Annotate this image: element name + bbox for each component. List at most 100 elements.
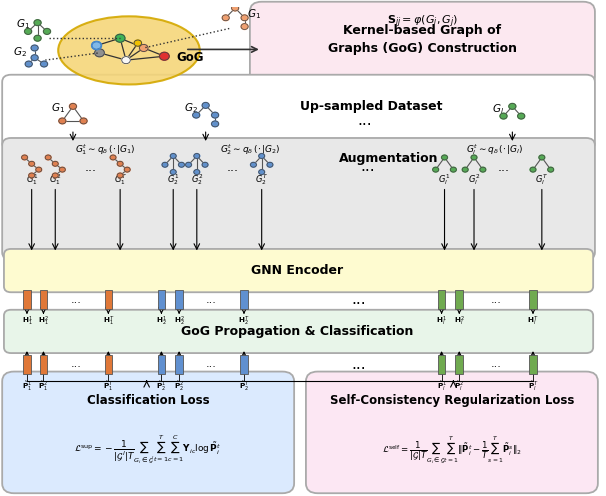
Circle shape [52, 161, 58, 166]
Bar [438, 290, 445, 310]
Text: $\tilde{\mathbf{P}}_l^1$: $\tilde{\mathbf{P}}_l^1$ [436, 380, 447, 393]
Bar [456, 290, 463, 310]
Text: $\mathbf{H}_2^1$: $\mathbf{H}_2^1$ [156, 315, 167, 328]
Text: $\mathbf{H}_2^2$: $\mathbf{H}_2^2$ [174, 315, 184, 328]
Text: $\mathbf{H}_1^2$: $\mathbf{H}_1^2$ [38, 315, 49, 328]
Circle shape [28, 161, 35, 166]
Text: $G_1$: $G_1$ [51, 101, 65, 115]
Circle shape [59, 118, 66, 124]
Circle shape [25, 28, 32, 34]
Circle shape [34, 20, 41, 26]
Text: $\mathcal{L}^{\mathrm{self}} = \dfrac{1}{|\mathcal{G}|T}\sum_{G_i \in \mathcal{G: $\mathcal{L}^{\mathrm{self}} = \dfrac{1}… [382, 434, 522, 465]
Text: $G_l^t \sim q_\delta\,(\cdot\,|G_l)$: $G_l^t \sim q_\delta\,(\cdot\,|G_l)$ [466, 142, 524, 157]
Text: $\tilde{\mathbf{P}}_1^T$: $\tilde{\mathbf{P}}_1^T$ [103, 380, 114, 393]
Circle shape [31, 45, 38, 51]
Bar [104, 355, 112, 374]
Circle shape [34, 35, 41, 41]
Circle shape [52, 173, 58, 178]
Circle shape [80, 118, 87, 124]
Circle shape [539, 155, 545, 160]
Circle shape [159, 52, 169, 60]
Text: GoG Propagation & Classification: GoG Propagation & Classification [181, 325, 413, 338]
Circle shape [509, 104, 516, 109]
Circle shape [41, 61, 48, 67]
Circle shape [134, 40, 142, 46]
Text: ...: ... [85, 161, 96, 174]
Text: ...: ... [206, 359, 217, 369]
Text: ...: ... [351, 357, 366, 372]
Text: $G_2$: $G_2$ [13, 45, 27, 59]
Text: GNN Encoder: GNN Encoder [251, 264, 343, 277]
Text: $G_1^T$: $G_1^T$ [113, 172, 127, 187]
Text: $G_1^2$: $G_1^2$ [49, 172, 61, 187]
Circle shape [70, 104, 76, 109]
Text: $G_1$: $G_1$ [247, 7, 261, 21]
Circle shape [185, 162, 191, 167]
Text: $\mathbf{H}_1^1$: $\mathbf{H}_1^1$ [22, 315, 32, 328]
Circle shape [193, 112, 200, 118]
Circle shape [259, 170, 265, 175]
Circle shape [31, 55, 38, 61]
Circle shape [267, 162, 273, 167]
Circle shape [122, 57, 130, 63]
Circle shape [170, 154, 176, 158]
FancyBboxPatch shape [2, 372, 294, 493]
Text: $G_l^1$: $G_l^1$ [438, 172, 451, 187]
FancyBboxPatch shape [250, 1, 595, 87]
Circle shape [530, 167, 536, 172]
Text: $G_2^2$: $G_2^2$ [191, 172, 203, 187]
Bar [529, 290, 537, 310]
Text: $G_1$: $G_1$ [16, 17, 30, 31]
Circle shape [44, 28, 50, 34]
Text: ...: ... [70, 295, 81, 305]
Text: $G_2^t \sim q_\delta\,(\cdot\,|G_2)$: $G_2^t \sim q_\delta\,(\cdot\,|G_2)$ [220, 142, 280, 157]
Circle shape [202, 162, 208, 167]
Bar [456, 355, 463, 374]
FancyBboxPatch shape [306, 372, 598, 493]
Text: ...: ... [361, 159, 375, 174]
Circle shape [450, 167, 456, 172]
Text: $G_2^1$: $G_2^1$ [167, 172, 179, 187]
Circle shape [22, 155, 27, 160]
Text: ...: ... [351, 292, 366, 307]
Circle shape [95, 49, 104, 57]
Bar [158, 290, 165, 310]
FancyBboxPatch shape [2, 138, 595, 259]
Text: $\tilde{\mathbf{P}}_1^2$: $\tilde{\mathbf{P}}_1^2$ [38, 380, 48, 393]
FancyBboxPatch shape [4, 310, 593, 353]
Circle shape [480, 167, 486, 172]
Text: Augmentation: Augmentation [339, 152, 438, 165]
FancyBboxPatch shape [2, 75, 595, 150]
Text: Kernel-based Graph of
Graphs (GoG) Construction: Kernel-based Graph of Graphs (GoG) Const… [328, 24, 517, 55]
Circle shape [92, 42, 101, 50]
Text: ...: ... [491, 359, 502, 369]
Text: ...: ... [206, 295, 217, 305]
Circle shape [179, 162, 184, 167]
Text: $G_1^t \sim q_\delta\,(\cdot\,|G_1)$: $G_1^t \sim q_\delta\,(\cdot\,|G_1)$ [75, 142, 136, 157]
Text: $\tilde{\mathbf{P}}_2^1$: $\tilde{\mathbf{P}}_2^1$ [156, 380, 167, 393]
Bar [23, 290, 31, 310]
Circle shape [250, 162, 256, 167]
Text: $G_l^T$: $G_l^T$ [535, 172, 548, 187]
Circle shape [202, 103, 209, 108]
Circle shape [241, 15, 248, 21]
Circle shape [59, 167, 65, 172]
Circle shape [194, 154, 200, 158]
Text: $G_1^1$: $G_1^1$ [25, 172, 38, 187]
Text: ...: ... [358, 114, 372, 128]
Circle shape [518, 113, 525, 119]
Bar [39, 290, 47, 310]
Circle shape [117, 173, 123, 178]
Text: $G_2^T$: $G_2^T$ [255, 172, 268, 187]
Text: ...: ... [226, 161, 238, 174]
Text: ...: ... [70, 359, 81, 369]
Text: $\tilde{\mathbf{P}}_2^T$: $\tilde{\mathbf{P}}_2^T$ [239, 380, 250, 393]
Circle shape [117, 161, 123, 166]
Text: $\mathbf{H}_1^T$: $\mathbf{H}_1^T$ [102, 315, 114, 328]
Circle shape [462, 167, 468, 172]
Circle shape [124, 167, 130, 172]
Ellipse shape [58, 16, 200, 84]
Text: $\tilde{\mathbf{P}}_2^2$: $\tilde{\mathbf{P}}_2^2$ [174, 380, 184, 393]
Text: $G_l$: $G_l$ [491, 103, 504, 117]
Circle shape [170, 170, 176, 175]
